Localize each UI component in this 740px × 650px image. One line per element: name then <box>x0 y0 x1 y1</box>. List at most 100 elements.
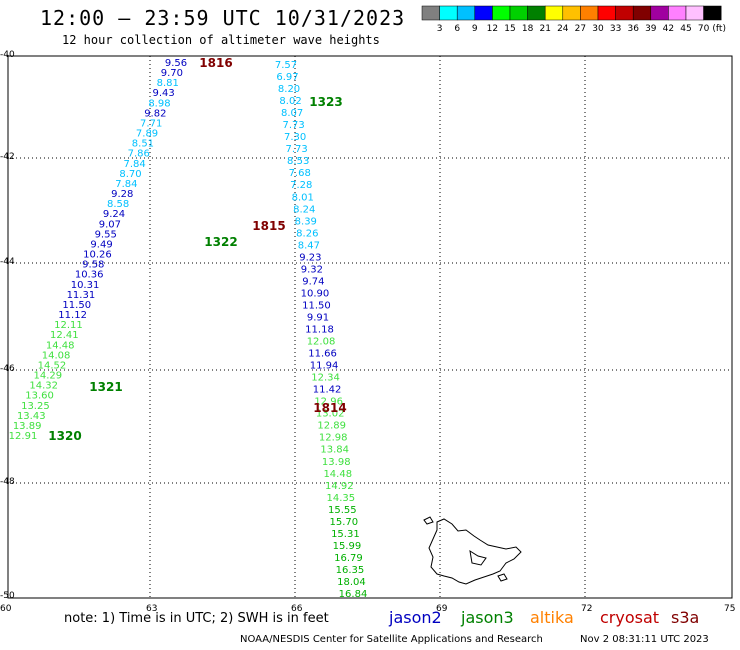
kerguelen-island-outline <box>423 516 522 585</box>
track-b-value: 10.36 <box>75 270 104 281</box>
track-a-value: 12.34 <box>311 373 340 384</box>
pass-label-1815: 1815 <box>252 219 285 233</box>
legend-swatch-11 <box>615 5 634 21</box>
track-b-value: 14.32 <box>29 381 58 392</box>
plot-frame <box>7 55 733 599</box>
satellite-altika: altika <box>530 608 574 627</box>
satellite-cryosat: cryosat <box>600 608 660 627</box>
track-b-value: 9.43 <box>152 88 174 99</box>
island-islet-2 <box>497 573 508 582</box>
map-title: 12:00 — 23:59 UTC 10/31/2023 <box>40 6 406 30</box>
lon-label: 60 <box>0 604 12 614</box>
track-a-value: 15.99 <box>333 541 362 552</box>
lon-label: 63 <box>146 604 158 614</box>
legend-swatch-4 <box>492 5 511 21</box>
track-a-value: 7.57 <box>275 60 297 71</box>
track-a-value: 8.20 <box>278 84 300 95</box>
track-a-value: 8.01 <box>292 192 314 203</box>
track-a-value: 7.73 <box>282 120 304 131</box>
track-a-value: 8.24 <box>293 204 315 215</box>
lon-label: 69 <box>436 604 448 614</box>
track-a-value: 18.04 <box>337 577 366 588</box>
map-subtitle: 12 hour collection of altimeter wave hei… <box>62 33 380 47</box>
lon-label: 75 <box>724 604 736 614</box>
track-a-value: 9.91 <box>307 312 329 323</box>
satellite-jason3: jason3 <box>461 608 514 627</box>
track-a-value: 15.70 <box>330 517 359 528</box>
track-a-value: 14.35 <box>326 493 355 504</box>
track-a-value: 12.89 <box>317 421 346 432</box>
track-a-value: 12.98 <box>319 433 348 444</box>
legend-label-16: (ft) <box>712 24 726 34</box>
legend-label-5: 18 <box>522 24 534 34</box>
track-b-value: 13.43 <box>17 411 46 422</box>
legend-swatch-1 <box>439 5 458 21</box>
credit-line: NOAA/NESDIS Center for Satellite Applica… <box>240 634 543 645</box>
track-b-value: 10.31 <box>71 280 100 291</box>
legend-swatch-9 <box>580 5 599 21</box>
legend-label-9: 30 <box>592 24 604 34</box>
track-b-value: 8.70 <box>119 169 141 180</box>
track-b-value: 8.81 <box>157 78 179 89</box>
track-b-value: 11.31 <box>67 290 96 301</box>
satellite-s3a: s3a <box>671 608 700 627</box>
pass-label-1320: 1320 <box>48 429 81 443</box>
track-a-value: 7.68 <box>289 168 311 179</box>
legend-label-11: 36 <box>627 24 639 34</box>
track-a-value: 11.18 <box>305 325 334 336</box>
track-a-value: 8.02 <box>279 96 301 107</box>
legend-swatch-12 <box>632 5 652 21</box>
legend-label-1: 6 <box>454 24 460 34</box>
track-a-value: 12.96 <box>314 397 343 408</box>
wave-height-tracks: 7.576.978.208.028.077.737.307.738.537.68… <box>9 56 368 600</box>
track-b-value: 7.86 <box>128 149 150 160</box>
track-b-value: 7.84 <box>124 159 146 170</box>
track-a-value: 13.02 <box>316 409 345 420</box>
color-legend: 3 6 9 12 15 18 21 24 27 30 33 36 39 42 45 70 (ft) <box>421 5 726 34</box>
lat-label: -48 <box>0 477 15 487</box>
track-a-value: 16.84 <box>339 589 368 600</box>
track-a-value: 15.55 <box>328 505 357 516</box>
track-b-value: 7.84 <box>115 179 137 190</box>
track-a-value: 9.32 <box>301 264 323 275</box>
legend-label-0: 3 <box>437 24 443 34</box>
legend-label-6: 21 <box>539 24 550 34</box>
track-b-value: 14.52 <box>38 360 67 371</box>
track-a-value: 14.92 <box>325 481 354 492</box>
track-a-value: 15.31 <box>331 529 360 540</box>
legend-swatch-6 <box>527 5 546 21</box>
pass-label-1323: 1323 <box>309 95 342 109</box>
track-b-value: 9.58 <box>82 260 104 271</box>
legend-label-3: 12 <box>487 24 498 34</box>
legend-label-14: 45 <box>680 24 691 34</box>
island-islet-1 <box>423 516 434 525</box>
track-b-value: 12.11 <box>54 320 83 331</box>
legend-swatch-5 <box>509 5 528 21</box>
track-a-value: 13.84 <box>320 445 349 456</box>
track-b-value: 14.48 <box>46 340 75 351</box>
track-a-value: 7.28 <box>290 180 312 191</box>
track-a-value: 9.74 <box>302 276 324 287</box>
track-b-value: 12.91 <box>9 431 38 442</box>
island-inlet <box>469 549 487 566</box>
legend-swatch-13 <box>650 5 669 21</box>
track-a-value: 7.73 <box>286 144 308 155</box>
satellite-jason2: jason2 <box>389 608 442 627</box>
track-a-value: 11.50 <box>302 300 331 311</box>
legend-swatch-14 <box>668 5 687 21</box>
pass-label-1321: 1321 <box>89 380 122 394</box>
legend-label-7: 24 <box>557 24 569 34</box>
track-b-value: 8.58 <box>107 199 129 210</box>
lat-label: -40 <box>0 50 15 60</box>
lat-label: -46 <box>0 364 15 374</box>
pass-label-1814: 1814 <box>313 401 346 415</box>
lat-label: -42 <box>0 152 15 162</box>
track-a-value: 9.23 <box>299 252 321 263</box>
track-b-value: 13.89 <box>13 421 42 432</box>
lat-label: -44 <box>0 257 15 267</box>
track-b-value: 8.98 <box>148 98 170 109</box>
track-b-value: 9.55 <box>95 229 117 240</box>
track-a-value: 8.26 <box>296 228 318 239</box>
